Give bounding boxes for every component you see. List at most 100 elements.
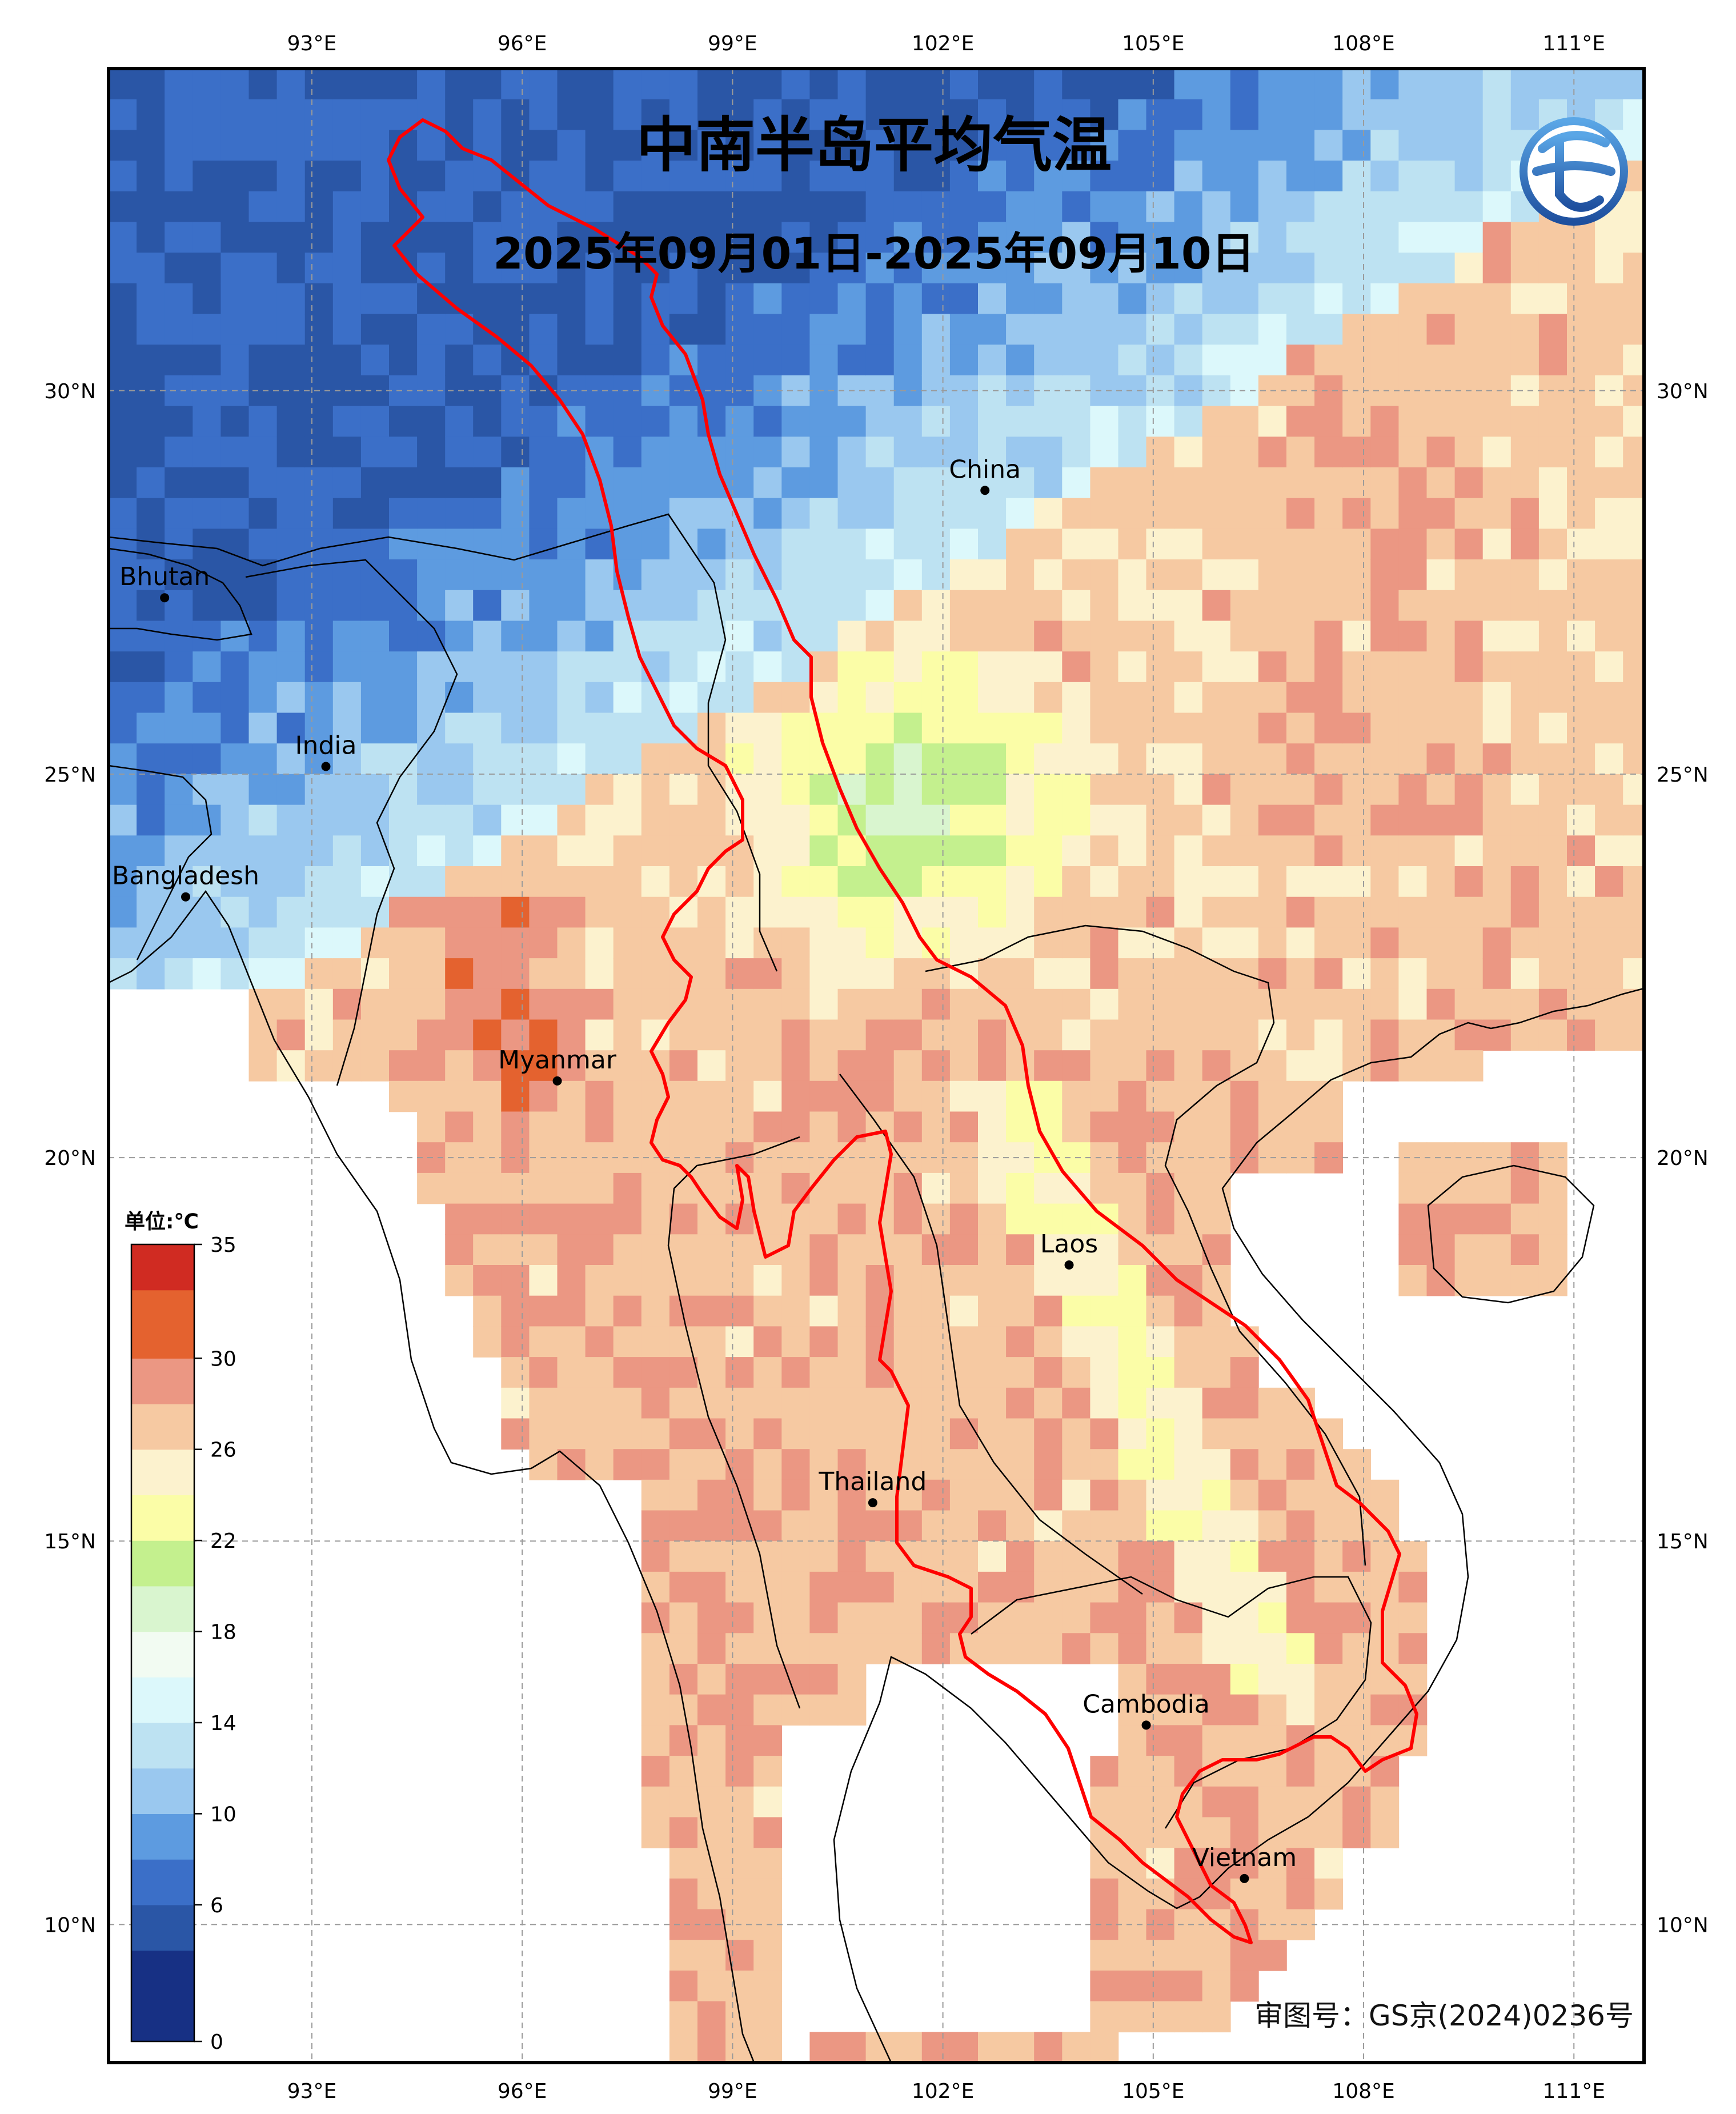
heat-cell (1174, 314, 1203, 345)
map-subtitle: 2025年09月01日-2025年09月10日 (493, 228, 1255, 279)
heat-cell (1258, 1878, 1287, 1910)
heat-cell (1034, 345, 1063, 376)
heat-cell (1090, 1050, 1119, 1082)
heat-cell (1118, 1786, 1147, 1818)
heat-cell (837, 498, 867, 530)
heat-cell (613, 958, 642, 990)
heat-cell (1118, 712, 1147, 744)
heat-cell (921, 1265, 951, 1296)
heat-cell (1174, 620, 1203, 652)
heat-cell (949, 437, 979, 468)
heat-cell (1623, 559, 1644, 591)
heat-cell (1426, 927, 1456, 959)
heat-cell (1623, 866, 1644, 898)
heat-cell (1538, 1172, 1567, 1204)
heat-cell (1595, 345, 1623, 376)
heat-cell (978, 1633, 1007, 1664)
heat-cell (501, 99, 530, 131)
heat-cell (501, 682, 530, 714)
heat-cell (1034, 1479, 1063, 1511)
heat-cell (781, 222, 811, 253)
heat-cell (1006, 804, 1035, 836)
heat-cell (1062, 467, 1091, 499)
heat-cell (669, 774, 698, 806)
heat-cell (1174, 1418, 1203, 1450)
legend-swatch (131, 1950, 194, 2042)
heat-cell (753, 1940, 783, 1971)
heat-cell (1426, 743, 1456, 775)
heat-cell (1454, 896, 1484, 928)
heat-cell (529, 1295, 558, 1327)
heat-cell (1034, 1602, 1063, 1634)
heat-cell (725, 1633, 754, 1664)
heat-cell (220, 130, 250, 161)
heat-cell (1370, 743, 1400, 775)
heat-cell (1258, 1694, 1287, 1726)
heat-cell (473, 682, 502, 714)
coastline-vietnam (1199, 1022, 1492, 1897)
heat-cell (725, 1848, 754, 1879)
heat-cell (1146, 958, 1175, 990)
heat-cell (332, 99, 362, 131)
heat-cell (109, 651, 137, 683)
heat-cell (781, 130, 811, 161)
heat-cell (389, 314, 418, 345)
heat-cell (753, 253, 783, 284)
heat-cell (837, 1449, 867, 1480)
heat-cell (641, 406, 670, 438)
heat-cell (669, 1357, 698, 1388)
heat-cell (1034, 958, 1063, 990)
heat-cell (1314, 958, 1343, 990)
heat-cell (1454, 406, 1484, 438)
heat-cell (220, 835, 250, 867)
heat-cell (725, 1970, 754, 2002)
heat-cell (697, 590, 726, 622)
heat-cell (1482, 712, 1512, 744)
heat-cell (949, 467, 979, 499)
heat-cell (1370, 191, 1400, 223)
heat-cell (725, 1541, 754, 1572)
heat-cell (753, 314, 783, 345)
heat-cell (921, 283, 951, 315)
heat-cell (501, 1111, 530, 1143)
border-india-china (109, 525, 629, 567)
heat-cell (1398, 590, 1428, 622)
legend-frame (130, 1243, 195, 2043)
heat-cell (1342, 651, 1372, 683)
heat-cell (109, 743, 137, 775)
heat-cell (360, 314, 390, 345)
heat-cell (978, 1387, 1007, 1419)
heat-cell (1398, 1203, 1428, 1235)
heat-cell (781, 590, 811, 622)
heat-cell (753, 2063, 782, 2094)
heat-cell (837, 927, 867, 959)
heat-cell (501, 1019, 530, 1051)
heat-cell (753, 958, 783, 990)
heat-cell (276, 682, 306, 714)
heat-cell (1623, 437, 1644, 468)
heat-cell (865, 1418, 895, 1450)
heat-cell (697, 712, 726, 744)
heat-cell (220, 804, 250, 836)
heat-cell (753, 651, 783, 683)
heat-cell (1230, 1725, 1259, 1756)
heat-cell (1006, 345, 1035, 376)
heat-cell (753, 1418, 783, 1450)
heat-cell (1230, 99, 1259, 131)
heat-cell (893, 1418, 923, 1450)
heat-cell (978, 222, 1007, 253)
heat-cell (1426, 467, 1456, 499)
heat-cell (473, 99, 502, 131)
heat-cell (1482, 283, 1512, 315)
heat-cell (837, 958, 867, 990)
heat-cell (669, 559, 698, 591)
heat-cell (585, 314, 614, 345)
heat-cell (781, 498, 811, 530)
heat-cell (1482, 1265, 1512, 1296)
hainan-island (1427, 1164, 1595, 1304)
heat-cell (1286, 1418, 1315, 1450)
heat-cell (1286, 1019, 1315, 1051)
heat-cell (276, 161, 306, 192)
heat-cell (641, 1418, 670, 1450)
heat-cell (781, 1050, 811, 1082)
